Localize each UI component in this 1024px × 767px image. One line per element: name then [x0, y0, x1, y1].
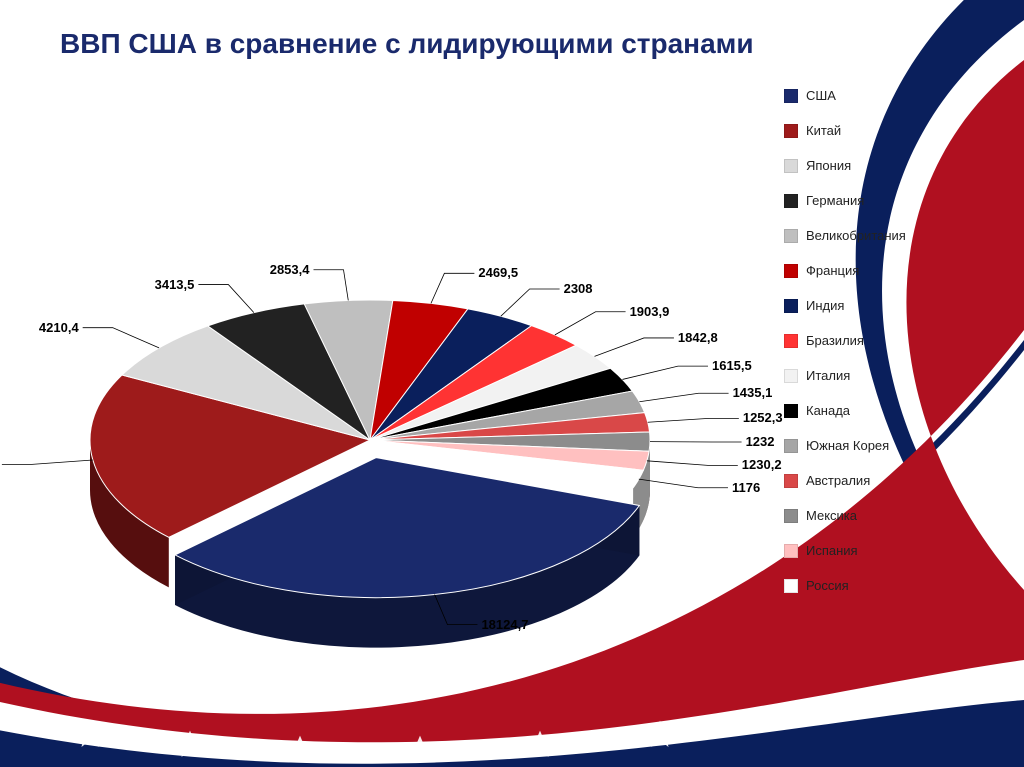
legend-label: Южная Корея — [806, 438, 889, 453]
legend-label: Индия — [806, 298, 844, 313]
value-label: 1435,1 — [733, 385, 773, 400]
value-label: 4210,4 — [39, 320, 79, 335]
leader-line — [501, 289, 560, 316]
page-title: ВВП США в сравнение с лидирующими страна… — [60, 28, 754, 60]
legend-label: Япония — [806, 158, 851, 173]
legend-swatch — [784, 264, 798, 278]
legend-label: Италия — [806, 368, 850, 383]
leader-line — [647, 461, 738, 466]
leader-line — [431, 273, 474, 303]
legend-label: США — [806, 88, 836, 103]
legend-item: Китай — [784, 123, 934, 138]
legend-label: Россия — [806, 578, 849, 593]
legend-item: Италия — [784, 368, 934, 383]
legend-item: Испания — [784, 543, 934, 558]
leader-line — [639, 479, 728, 488]
legend-label: Испания — [806, 543, 858, 558]
legend-swatch — [784, 194, 798, 208]
legend-label: Канада — [806, 403, 850, 418]
legend-item: Япония — [784, 158, 934, 173]
leader-line — [555, 312, 626, 335]
legend-swatch — [784, 509, 798, 523]
leader-line — [83, 328, 159, 348]
legend-swatch — [784, 334, 798, 348]
value-label: 2853,4 — [270, 262, 310, 277]
value-label: 18124,7 — [481, 617, 528, 632]
legend-item: Россия — [784, 578, 934, 593]
value-label: 1176 — [732, 480, 760, 495]
value-label: 3413,5 — [155, 277, 195, 292]
leader-line — [198, 285, 254, 313]
legend-swatch — [784, 229, 798, 243]
legend-swatch — [784, 369, 798, 383]
legend-item: Канада — [784, 403, 934, 418]
pie-chart — [0, 80, 800, 660]
legend-item: Южная Корея — [784, 438, 934, 453]
leader-line — [648, 418, 739, 422]
legend-label: Германия — [806, 193, 864, 208]
decor-stars — [76, 721, 675, 762]
legend-item: Австралия — [784, 473, 934, 488]
legend-item: Бразилия — [784, 333, 934, 348]
leader-line — [313, 270, 348, 301]
leader-line — [595, 338, 674, 356]
value-label: 1230,2 — [742, 457, 782, 472]
value-label: 1903,9 — [630, 304, 670, 319]
legend-item: Германия — [784, 193, 934, 208]
legend-item: Мексика — [784, 508, 934, 523]
value-label: 2308 — [564, 281, 593, 296]
legend-swatch — [784, 404, 798, 418]
legend-swatch — [784, 544, 798, 558]
legend-swatch — [784, 439, 798, 453]
value-label: 2469,5 — [478, 265, 518, 280]
value-label: 1252,3 — [743, 410, 783, 425]
legend-item: Индия — [784, 298, 934, 313]
legend-label: Австралия — [806, 473, 870, 488]
legend-swatch — [784, 89, 798, 103]
legend-item: США — [784, 88, 934, 103]
legend-label: Китай — [806, 123, 841, 138]
legend-label: Великобритания — [806, 228, 906, 243]
legend-swatch — [784, 159, 798, 173]
leader-line — [2, 460, 93, 464]
legend-swatch — [784, 474, 798, 488]
legend-swatch — [784, 299, 798, 313]
legend-item: Великобритания — [784, 228, 934, 243]
legend-label: Мексика — [806, 508, 857, 523]
legend-label: Франция — [806, 263, 859, 278]
leader-line — [622, 366, 708, 379]
value-label: 1615,5 — [712, 358, 752, 373]
value-label: 1232 — [746, 434, 775, 449]
legend-item: Франция — [784, 263, 934, 278]
legend-swatch — [784, 124, 798, 138]
leader-line — [639, 393, 728, 401]
value-label: 1842,8 — [678, 330, 718, 345]
legend-swatch — [784, 579, 798, 593]
legend: США Китай Япония Германия Великобритания Фран… — [784, 88, 934, 613]
legend-label: Бразилия — [806, 333, 864, 348]
